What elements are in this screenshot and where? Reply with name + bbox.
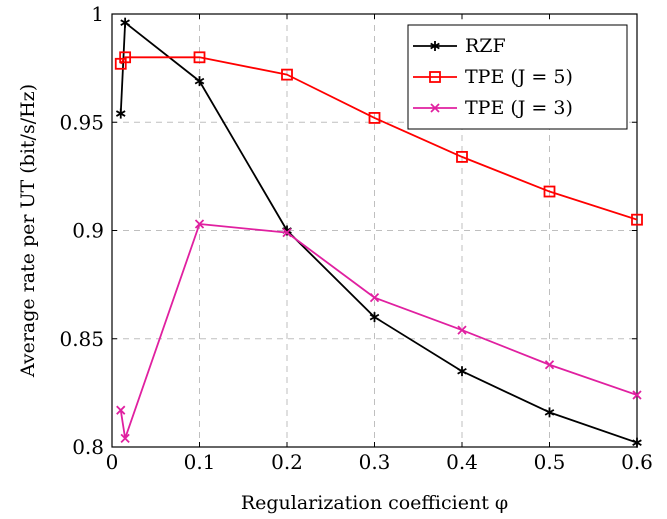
data-point [115,108,126,119]
series-2 [114,51,643,226]
data-point [457,366,467,377]
data-point [631,213,643,226]
data-point [281,68,293,81]
y-tick-label: 1 [91,2,104,26]
data-point [119,51,132,64]
x-axis-label: Regularization coefficient φ [241,492,508,514]
series-line [119,223,638,440]
x-tick-label: 0.2 [271,450,303,474]
legend: RZF TPE (J = 5) TPE (J = 3) [407,24,628,130]
x-tick-label: 0.5 [534,450,566,474]
x-tick-label: 0 [106,450,119,474]
data-point [193,51,206,64]
data-point [369,312,380,323]
y-axis-label: Average rate per UT (bit/s/Hz) [17,84,39,378]
x-tick-label: 0.4 [446,450,478,474]
data-point [368,112,381,124]
tick-labels: 0 0.1 0.2 0.3 0.4 0.5 0.6 0.8 0.85 0.9 0.95 1 [59,2,652,474]
data-point [369,292,380,303]
series-line [120,56,638,221]
legend-entry: TPE (J = 5) [413,66,573,88]
data-point [120,433,130,443]
data-point [194,219,205,229]
legend-label: TPE (J = 3) [465,97,573,119]
series-3 [116,219,642,443]
data-point [120,17,130,28]
legend-marker [430,41,440,51]
y-tick-label: 0.85 [59,327,104,351]
data-point [456,150,468,163]
series-line [119,21,638,444]
legend-label: TPE (J = 5) [465,66,573,88]
data-point [457,325,467,335]
data-point [544,360,555,370]
legend-marker [429,71,441,83]
data-point [544,407,555,418]
x-tick-label: 0.3 [359,450,391,474]
data-point [116,405,126,415]
legend-entry: RZF [413,35,506,57]
data-point [282,228,292,238]
legend-marker [430,103,440,113]
data-point [632,390,642,400]
legend-entry: TPE (J = 3) [413,97,573,119]
x-tick-label: 0.6 [621,450,653,474]
legend-label: RZF [465,35,506,57]
data-point [194,76,205,87]
x-tick-label: 0.1 [184,450,216,474]
series-layer [114,17,643,448]
y-tick-label: 0.95 [59,110,104,134]
y-tick-label: 0.8 [72,435,104,459]
data-point [543,185,556,198]
y-tick-label: 0.9 [72,219,104,243]
